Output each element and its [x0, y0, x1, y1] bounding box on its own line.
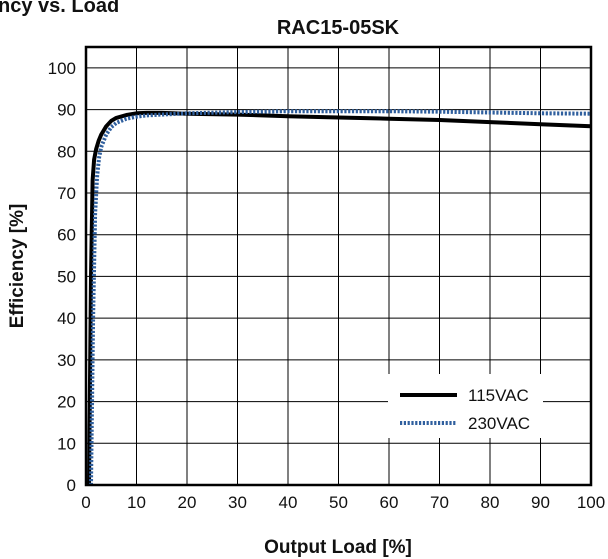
x-tick-label: 40 [279, 493, 298, 512]
tick-labels: 0 10 20 30 40 50 60 70 80 90 100 0 10 20 30 40 50 60 70 80 9… [48, 59, 606, 512]
x-tick-label: 70 [430, 493, 449, 512]
x-tick-label: 0 [81, 493, 90, 512]
y-tick-label: 0 [67, 476, 76, 495]
y-tick-label: 10 [57, 434, 76, 453]
legend-label-230vac: 230VAC [468, 414, 530, 433]
y-tick-label: 20 [57, 393, 76, 412]
y-tick-label: 40 [57, 309, 76, 328]
y-tick-label: 60 [57, 226, 76, 245]
y-tick-label: 50 [57, 267, 76, 286]
legend: 115VAC 230VAC [388, 374, 543, 438]
page-header: Efficiency vs. Load [0, 0, 119, 17]
x-tick-label: 50 [329, 493, 348, 512]
y-tick-label: 70 [57, 184, 76, 203]
x-tick-label: 20 [178, 493, 197, 512]
x-axis-label: Output Load [%] [264, 537, 412, 558]
x-tick-label: 80 [481, 493, 500, 512]
x-tick-label: 100 [577, 493, 605, 512]
y-tick-label: 30 [57, 351, 76, 370]
x-tick-label: 60 [380, 493, 399, 512]
y-tick-label: 80 [57, 142, 76, 161]
x-tick-label: 10 [127, 493, 146, 512]
legend-label-115vac: 115VAC [468, 386, 529, 405]
chart-title: RAC15-05SK [277, 17, 400, 39]
x-tick-label: 30 [228, 493, 247, 512]
x-tick-label: 90 [531, 493, 550, 512]
y-tick-label: 90 [57, 101, 76, 120]
y-tick-label: 100 [48, 59, 76, 78]
y-axis-label: Efficiency [%] [7, 204, 28, 329]
